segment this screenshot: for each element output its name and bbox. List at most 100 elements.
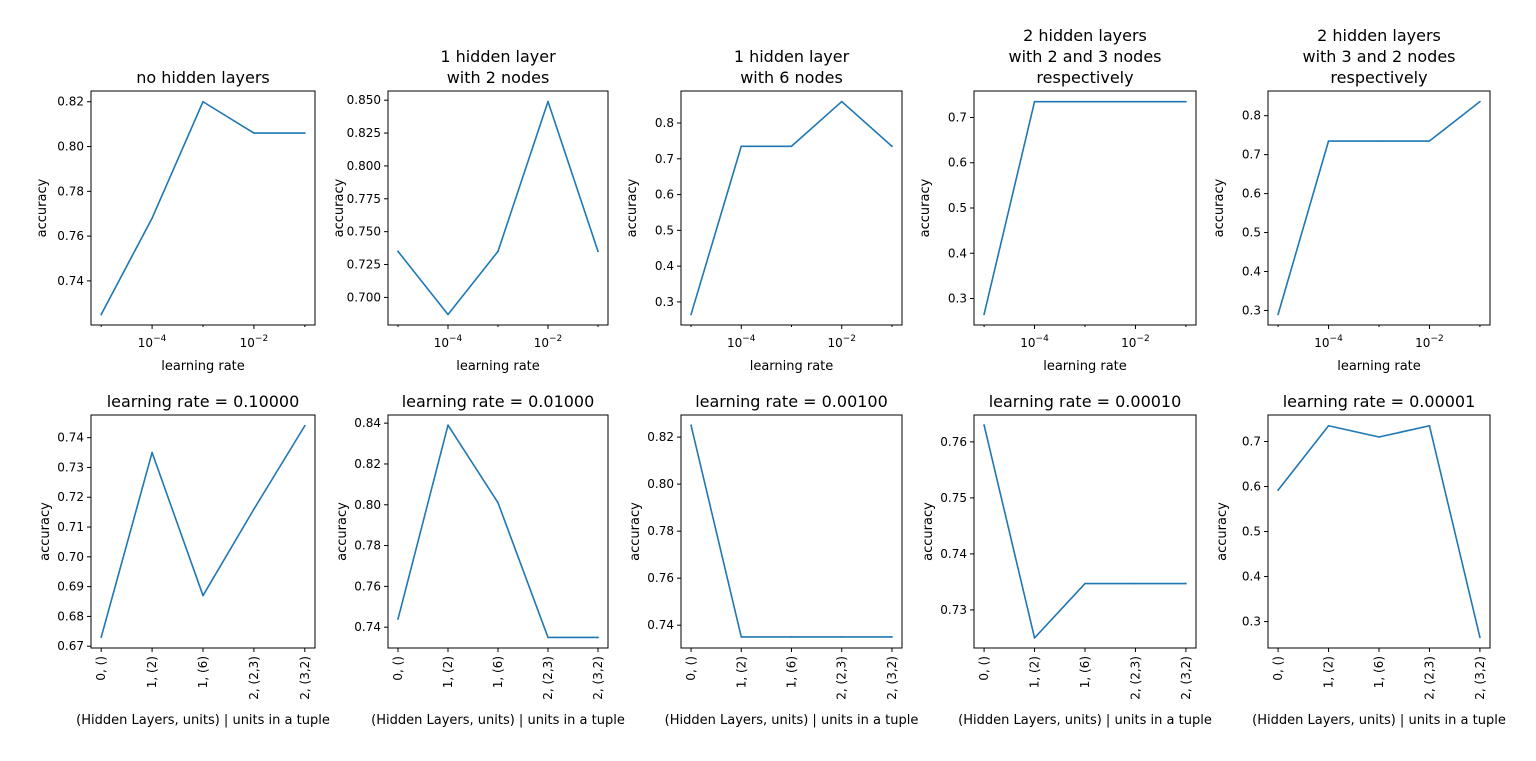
y-tick-label: 0.5	[1242, 525, 1261, 539]
subplot-title: learning rate = 0.00001	[1283, 392, 1476, 411]
y-tick-label: 0.78	[647, 524, 674, 538]
y-tick-label: 0.82	[354, 457, 381, 471]
y-tick-label: 0.69	[57, 580, 84, 594]
data-point	[1185, 582, 1187, 585]
x-tick-label: 2, (3,2)	[1179, 656, 1193, 700]
subplot-8: 0.74 0.76 0.78 0.80 0.82 0, () 1, (2) 1, (6) 2, …	[628, 392, 918, 728]
x-tick-label: 10−2	[534, 334, 563, 350]
y-tick-label: 0.4	[1242, 570, 1261, 584]
x-tick-label: 10−2	[240, 334, 269, 350]
x-tick-label: 1, (2)	[145, 656, 159, 688]
y-tick-label: 0.75	[940, 491, 967, 505]
subplot-title: learning rate = 0.00100	[695, 392, 888, 411]
x-axis-label: (Hidden Layers, units) | units in a tupl…	[665, 713, 919, 728]
data-point	[202, 100, 204, 103]
series-line	[1277, 100, 1481, 316]
x-axis-label: learning rate	[1043, 359, 1127, 374]
data-point	[1134, 100, 1137, 103]
data-point	[1134, 582, 1137, 585]
subplot-title: with 6 nodes	[740, 68, 843, 87]
subplot-title: learning rate = 0.00010	[989, 392, 1182, 411]
subplot-4: 0.3 0.4 0.5 0.6 0.7 10−4 10−2 learning rate accu…	[918, 26, 1197, 374]
x-tick-label: 1, (2)	[734, 656, 748, 688]
y-axis-label: accuracy	[628, 502, 643, 561]
y-tick-label: 0.70	[57, 550, 84, 564]
data-point	[447, 424, 449, 427]
data-point	[397, 250, 399, 253]
y-tick-label: 0.74	[57, 431, 84, 445]
y-tick-label: 0.80	[647, 477, 674, 491]
x-tick-label: 1, (6)	[491, 656, 505, 688]
y-tick-label: 0.74	[354, 620, 381, 634]
data-point	[151, 451, 153, 454]
subplot-2: 0.700 0.725 0.750 0.775 0.800 0.825 0.850 10−4 1…	[332, 47, 609, 374]
data-point	[1378, 436, 1380, 438]
subplot-title: 1 hidden layer	[440, 47, 556, 66]
data-point	[983, 313, 985, 316]
data-point	[202, 594, 204, 597]
data-point	[100, 313, 102, 316]
data-point	[790, 145, 793, 148]
data-point	[1479, 100, 1481, 103]
data-point	[304, 424, 306, 427]
x-tick-label: 2, (3,2)	[885, 656, 899, 700]
x-tick-label: 1, (2)	[1322, 656, 1336, 688]
data-point	[497, 250, 499, 253]
x-tick-label: 0, ()	[977, 656, 991, 681]
x-tick-label: 2, (3,2)	[591, 656, 605, 700]
y-axis-label: accuracy	[335, 502, 350, 561]
data-point	[151, 217, 153, 219]
data-point	[547, 636, 549, 639]
series-line	[1277, 424, 1481, 639]
y-tick-label: 0.6	[1242, 187, 1261, 201]
y-tick-label: 0.80	[57, 140, 84, 154]
x-tick-label: 10−2	[1121, 334, 1150, 350]
y-axis-label: accuracy	[1215, 502, 1230, 561]
x-axis-label: learning rate	[161, 359, 245, 374]
subplot-3: 0.3 0.4 0.5 0.6 0.7 0.8 10−4 10−2 learning rate a…	[625, 47, 903, 374]
y-tick-label: 0.78	[57, 184, 84, 198]
x-tick-label: 2, (2,3)	[1128, 656, 1142, 700]
data-point	[690, 313, 692, 316]
subplot-title: with 2 nodes	[447, 68, 550, 87]
y-tick-label: 0.700	[347, 290, 381, 304]
x-axis-label: learning rate	[1337, 359, 1421, 374]
data-point	[497, 501, 499, 504]
y-tick-label: 0.775	[347, 192, 381, 206]
data-point	[790, 636, 793, 638]
data-point	[1277, 489, 1279, 491]
data-point	[1327, 140, 1330, 142]
data-point	[840, 636, 843, 638]
subplot-1: 0.74 0.76 0.78 0.80 0.82 10−4 10−2 learning rat…	[35, 68, 316, 374]
x-tick-label: 0, ()	[1271, 656, 1285, 681]
x-tick-label: 10−4	[1314, 334, 1343, 350]
y-axis-label: accuracy	[38, 502, 53, 561]
y-tick-label: 0.74	[57, 274, 84, 288]
y-tick-label: 0.3	[948, 292, 967, 306]
y-tick-label: 0.80	[354, 498, 381, 512]
subplot-title: learning rate = 0.01000	[402, 392, 595, 411]
y-axis-label: accuracy	[921, 502, 936, 561]
subplot-title: with 2 and 3 nodes	[1008, 47, 1161, 66]
axes-frame	[973, 414, 1197, 649]
y-tick-label: 0.67	[57, 639, 84, 653]
y-axis-label: accuracy	[332, 178, 347, 237]
series-line	[983, 424, 1187, 639]
x-tick-label: 2, (2,3)	[835, 656, 849, 700]
y-tick-label: 0.4	[948, 246, 967, 260]
y-tick-label: 0.82	[57, 95, 84, 109]
data-point	[740, 145, 743, 148]
series-line	[100, 424, 306, 639]
y-axis-label: accuracy	[35, 178, 50, 237]
data-point	[1479, 636, 1481, 639]
subplot-6: 0.67 0.68 0.69 0.70 0.71 0.72 0.73 0.74 0, () 1, …	[38, 392, 330, 728]
y-tick-label: 0.7	[1242, 435, 1261, 449]
y-tick-label: 0.78	[354, 539, 381, 553]
y-tick-label: 0.82	[647, 430, 674, 444]
data-point	[891, 145, 893, 148]
y-tick-label: 0.84	[354, 416, 381, 430]
x-axis-label: (Hidden Layers, units) | units in a tupl…	[76, 713, 330, 728]
data-point	[397, 618, 399, 620]
subplot-5: 0.3 0.4 0.5 0.6 0.7 0.8 10−4 10−2 learning rate a…	[1212, 26, 1491, 374]
